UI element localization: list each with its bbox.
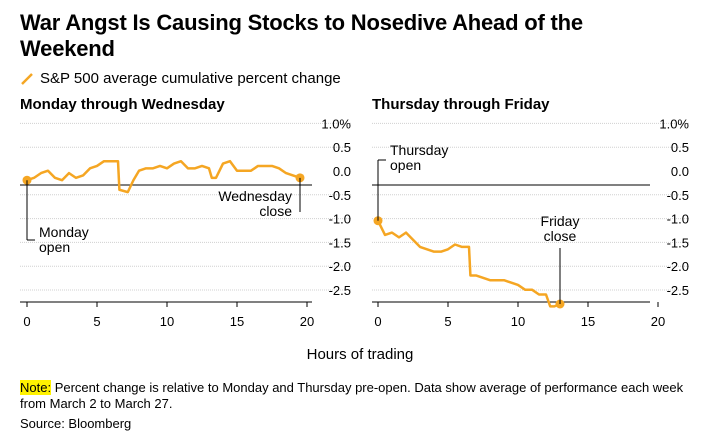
legend: S&P 500 average cumulative percent chang… bbox=[20, 70, 341, 87]
y-tick-label: -0.5 bbox=[667, 188, 689, 203]
annotation-label: Thursday bbox=[390, 142, 448, 158]
right-panel: 1.0% 0.5 0.0 -0.5 -1.0 -1.5 -2.0 -2.5 0 5 10 15 20 Th… bbox=[372, 116, 690, 329]
x-tick-label: 10 bbox=[511, 314, 525, 329]
panel-title-left: Monday through Wednesday bbox=[20, 96, 225, 113]
x-tick-label: 0 bbox=[374, 314, 381, 329]
annotation-label: open bbox=[390, 157, 421, 173]
y-tick-label: -1.0 bbox=[667, 212, 689, 227]
y-tick-label: -2.0 bbox=[329, 259, 351, 274]
y-tick-label: -0.5 bbox=[329, 188, 351, 203]
series-line bbox=[26, 159, 301, 194]
y-tick-label: -2.5 bbox=[329, 283, 351, 298]
x-tick-label: 0 bbox=[23, 314, 30, 329]
y-tick-label: 0.0 bbox=[333, 164, 351, 179]
series-line bbox=[376, 220, 561, 308]
source: Source: Bloomberg bbox=[20, 416, 132, 431]
x-tick-label: 5 bbox=[93, 314, 100, 329]
annotation-label: close bbox=[544, 228, 577, 244]
panel-title-right: Thursday through Friday bbox=[372, 96, 550, 113]
y-tick-label: 0.5 bbox=[671, 140, 689, 155]
chart-title: War Angst Is Causing Stocks to Nosedive … bbox=[20, 10, 583, 61]
x-tick-label: 15 bbox=[230, 314, 244, 329]
annotation-label: Wednesday bbox=[218, 188, 292, 204]
y-tick-label: -1.5 bbox=[667, 235, 689, 250]
note-label: Note: bbox=[20, 380, 52, 395]
annotation-label: open bbox=[39, 239, 70, 255]
y-tick-label: 0.5 bbox=[333, 140, 351, 155]
legend-line-icon bbox=[21, 72, 33, 85]
x-tick-label: 20 bbox=[651, 314, 665, 329]
y-tick-label: -1.5 bbox=[329, 235, 351, 250]
y-tick-label: -2.0 bbox=[667, 259, 689, 274]
note-text: Percent change is relative to Monday and… bbox=[20, 380, 684, 411]
annotation-label: Friday bbox=[541, 213, 580, 229]
left-panel: 1.0% 0.5 0.0 -0.5 -1.0 -1.5 -2.0 -2.5 0 5 10 15 20 Mo… bbox=[20, 116, 352, 329]
y-tick-label: 0.0 bbox=[671, 164, 689, 179]
y-tick-label: 1.0% bbox=[321, 116, 351, 131]
x-tick-label: 10 bbox=[160, 314, 174, 329]
y-tick-label: 1.0% bbox=[659, 116, 689, 131]
annotation-label: close bbox=[259, 203, 292, 219]
x-tick-label: 5 bbox=[444, 314, 451, 329]
x-axis-label: Hours of trading bbox=[307, 346, 414, 363]
note: Note: Percent change is relative to Mond… bbox=[20, 380, 700, 412]
legend-label: S&P 500 average cumulative percent chang… bbox=[40, 70, 341, 87]
y-tick-label: -2.5 bbox=[667, 283, 689, 298]
annotation-label: Monday bbox=[39, 224, 89, 240]
y-tick-label: -1.0 bbox=[329, 212, 351, 227]
x-tick-label: 15 bbox=[581, 314, 595, 329]
x-tick-label: 20 bbox=[300, 314, 314, 329]
